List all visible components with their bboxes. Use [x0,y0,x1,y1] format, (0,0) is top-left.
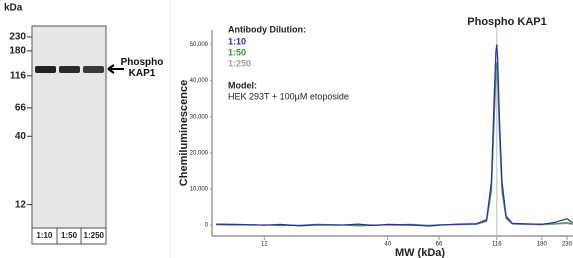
band-label-box: Phospho KAP1 [120,57,168,83]
lane-label: 1:10 [36,231,53,240]
chart-title: Phospho KAP1 [467,16,546,28]
legend-title: Antibody Dilution: [228,24,306,34]
x-tick-label: 180 [537,242,548,248]
band [35,66,56,73]
x-tick-label: 116 [492,242,502,248]
y-tick-label: 20,000 [190,150,209,156]
legend-entry: 1:250 [228,58,251,68]
legend-entry: 1:50 [228,47,246,57]
legend-entry: 1:10 [228,36,246,46]
blot-unit: kDa [4,3,23,14]
y-axis-title: Chemiluminescence [178,80,190,186]
page: kDa Phospho KAP1 Phospho KAP1 MW (kDa) C… [0,0,573,258]
lane-label: 1:50 [61,231,78,240]
lane-label: 1:250 [84,231,105,240]
x-tick-label: 40 [384,242,391,248]
x-tick-label: 230 [562,242,573,248]
y-tick-label: 30,000 [190,114,209,120]
y-tick-label: 180 [9,46,26,57]
band [59,66,80,73]
x-tick-label: 12 [261,242,268,248]
blot-frame [32,26,106,228]
y-tick-label: 10,000 [190,187,209,193]
y-tick-label: 50,000 [190,42,209,48]
y-tick-label: 40 [15,131,27,142]
model-title: Model: [228,80,257,90]
y-tick-label: 230 [9,32,26,43]
y-tick-label: 66 [15,102,27,113]
figure: kDa Phospho KAP1 Phospho KAP1 MW (kDa) C… [0,0,573,258]
y-tick-label: 40,000 [190,78,209,84]
y-tick-label: 12 [15,199,27,210]
y-tick-label: 116 [10,70,27,81]
model-text: HEK 293T + 100µM etoposide [228,91,349,101]
band-label: Phospho KAP1 [120,57,164,79]
band [83,66,104,73]
x-axis-title: MW (kDa) [395,247,445,258]
x-tick-label: 66 [436,242,443,248]
